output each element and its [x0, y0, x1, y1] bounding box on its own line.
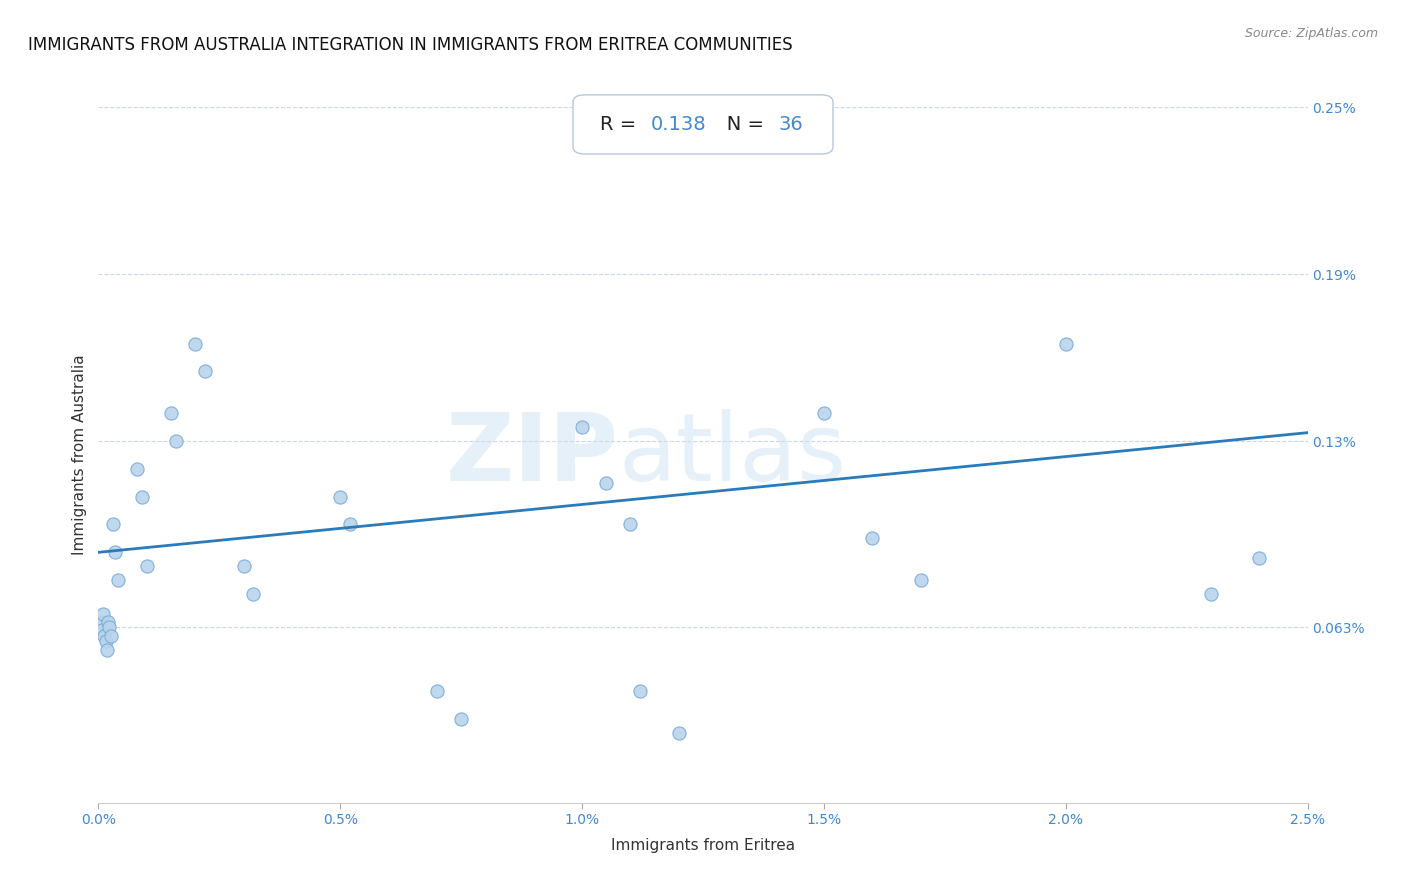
- Point: [91, 607, 114, 621]
- X-axis label: Immigrants from Eritrea: Immigrants from Eritrea: [612, 838, 794, 854]
- Point: [135, 559, 157, 574]
- Point: [910, 573, 932, 587]
- Point: [1199, 587, 1222, 601]
- Point: [329, 490, 352, 504]
- Text: 0.138: 0.138: [651, 115, 706, 134]
- Point: [131, 490, 153, 504]
- Point: [94, 634, 117, 648]
- Point: [813, 406, 835, 420]
- Text: N =: N =: [709, 115, 770, 134]
- Point: [668, 726, 690, 740]
- Point: [860, 532, 883, 546]
- Point: [628, 684, 651, 698]
- Point: [194, 364, 217, 378]
- Point: [184, 336, 207, 351]
- Point: [101, 517, 124, 532]
- Point: [104, 545, 127, 559]
- Point: [426, 684, 449, 698]
- Point: [1249, 550, 1271, 565]
- Point: [619, 517, 641, 532]
- Point: [96, 642, 118, 657]
- Point: [97, 615, 120, 629]
- Point: [127, 462, 149, 476]
- Text: R =: R =: [599, 115, 643, 134]
- Point: [595, 475, 617, 490]
- Point: [571, 420, 593, 434]
- Point: [100, 629, 122, 643]
- Point: [242, 587, 264, 601]
- Text: IMMIGRANTS FROM AUSTRALIA INTEGRATION IN IMMIGRANTS FROM ERITREA COMMUNITIES: IMMIGRANTS FROM AUSTRALIA INTEGRATION IN…: [28, 36, 793, 54]
- FancyBboxPatch shape: [574, 95, 832, 154]
- Point: [98, 620, 121, 634]
- Text: ZIP: ZIP: [446, 409, 619, 501]
- Point: [1054, 336, 1077, 351]
- Text: atlas: atlas: [619, 409, 846, 501]
- Point: [232, 559, 254, 574]
- Point: [165, 434, 187, 448]
- Point: [90, 615, 112, 629]
- Point: [450, 712, 472, 726]
- Point: [160, 406, 183, 420]
- Text: 36: 36: [779, 115, 803, 134]
- Text: Source: ZipAtlas.com: Source: ZipAtlas.com: [1244, 27, 1378, 40]
- Point: [93, 629, 115, 643]
- Y-axis label: Immigrants from Australia: Immigrants from Australia: [72, 355, 87, 555]
- Point: [339, 517, 361, 532]
- Point: [107, 573, 129, 587]
- Point: [91, 624, 114, 638]
